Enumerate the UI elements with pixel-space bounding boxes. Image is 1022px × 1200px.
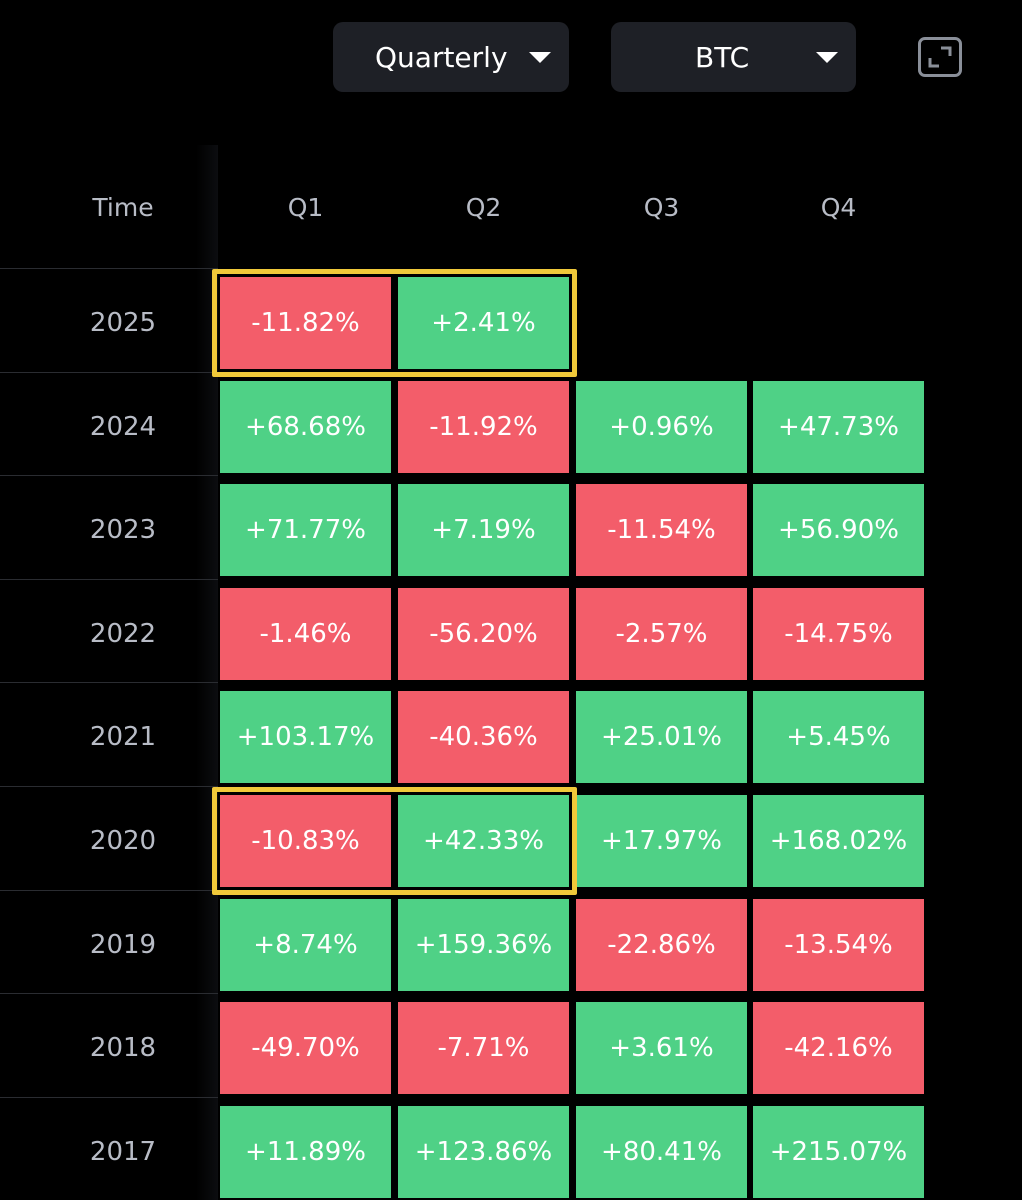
- cell-2024-q1: +68.68%: [220, 381, 391, 473]
- cell-2018-q2: -7.71%: [398, 1002, 569, 1094]
- column-header-q2: Q2: [465, 193, 502, 222]
- row-divider: [0, 268, 218, 269]
- column-header-q3: Q3: [643, 193, 680, 222]
- cell-2023-q4: +56.90%: [753, 484, 924, 576]
- year-label-2024: 2024: [89, 412, 157, 442]
- column-divider: [196, 145, 218, 1200]
- cell-2022-q4: -14.75%: [753, 588, 924, 680]
- cell-2023-q1: +71.77%: [220, 484, 391, 576]
- cell-2022-q3: -2.57%: [576, 588, 747, 680]
- year-label-2023: 2023: [89, 515, 157, 545]
- row-divider: [0, 993, 218, 994]
- row-divider: [0, 579, 218, 580]
- year-label-2022: 2022: [89, 619, 157, 649]
- chevron-down-icon: [529, 52, 551, 63]
- cell-2017-q4: +215.07%: [753, 1106, 924, 1198]
- cell-2020-q2: +42.33%: [398, 795, 569, 887]
- cell-2021-q4: +5.45%: [753, 691, 924, 783]
- row-divider: [0, 475, 218, 476]
- cell-2020-q1: -10.83%: [220, 795, 391, 887]
- row-divider: [0, 1097, 218, 1098]
- chevron-down-icon: [816, 52, 838, 63]
- cell-2020-q4: +168.02%: [753, 795, 924, 887]
- cell-2023-q2: +7.19%: [398, 484, 569, 576]
- row-divider: [0, 786, 218, 787]
- year-label-2018: 2018: [89, 1033, 157, 1063]
- cell-2024-q2: -11.92%: [398, 381, 569, 473]
- cell-2018-q4: -42.16%: [753, 1002, 924, 1094]
- asset-dropdown[interactable]: BTC: [611, 22, 856, 92]
- column-header-q4: Q4: [820, 193, 857, 222]
- asset-dropdown-label: BTC: [695, 40, 750, 74]
- column-header-q1: Q1: [287, 193, 324, 222]
- cell-2021-q3: +25.01%: [576, 691, 747, 783]
- cell-2019-q4: -13.54%: [753, 899, 924, 991]
- cell-2024-q3: +0.96%: [576, 381, 747, 473]
- cell-2021-q2: -40.36%: [398, 691, 569, 783]
- year-label-2017: 2017: [89, 1137, 157, 1167]
- row-divider: [0, 372, 218, 373]
- cell-2019-q3: -22.86%: [576, 899, 747, 991]
- cell-2025-q2: +2.41%: [398, 277, 569, 369]
- cell-2022-q1: -1.46%: [220, 588, 391, 680]
- cell-2019-q2: +159.36%: [398, 899, 569, 991]
- period-dropdown-label: Quarterly: [375, 40, 508, 74]
- year-label-2021: 2021: [89, 722, 157, 752]
- cell-2018-q3: +3.61%: [576, 1002, 747, 1094]
- cell-2022-q2: -56.20%: [398, 588, 569, 680]
- cell-2017-q3: +80.41%: [576, 1106, 747, 1198]
- cell-2019-q1: +8.74%: [220, 899, 391, 991]
- cell-2023-q3: -11.54%: [576, 484, 747, 576]
- year-label-2025: 2025: [89, 308, 157, 338]
- cell-2021-q1: +103.17%: [220, 691, 391, 783]
- row-divider: [0, 682, 218, 683]
- period-dropdown[interactable]: Quarterly: [333, 22, 569, 92]
- column-header-time: Time: [92, 193, 154, 222]
- cell-2025-q1: -11.82%: [220, 277, 391, 369]
- cell-2018-q1: -49.70%: [220, 1002, 391, 1094]
- expand-icon[interactable]: [918, 37, 962, 77]
- year-label-2020: 2020: [89, 826, 157, 856]
- cell-2020-q3: +17.97%: [576, 795, 747, 887]
- cell-2024-q4: +47.73%: [753, 381, 924, 473]
- cell-2017-q2: +123.86%: [398, 1106, 569, 1198]
- row-divider: [0, 890, 218, 891]
- cell-2017-q1: +11.89%: [220, 1106, 391, 1198]
- year-label-2019: 2019: [89, 930, 157, 960]
